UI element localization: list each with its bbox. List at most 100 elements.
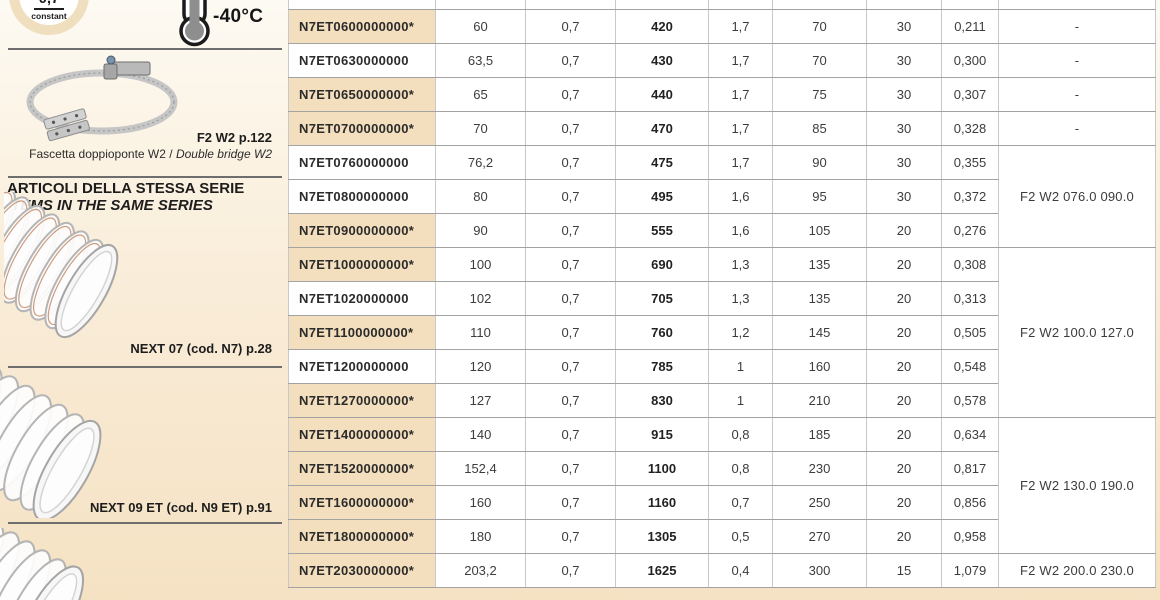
value-cell: 1,7 — [708, 43, 773, 78]
spec-table: N7ET0600000000* 60 0,7 420 1,7 70 30 0,211- N7ET… — [288, 0, 1156, 588]
value-cell: 0,276 — [941, 213, 999, 248]
value-cell: 90 — [772, 145, 867, 180]
value-cell: 0,7 — [525, 9, 616, 44]
clamp-caption-en: Double bridge W2 — [175, 147, 272, 161]
value-cell: 180 — [435, 519, 526, 554]
value-cell: 0,634 — [941, 417, 999, 452]
header-stub-cell — [288, 0, 436, 10]
product-code-cell: N7ET0650000000* — [288, 77, 436, 112]
value-cell: 1160 — [615, 485, 709, 520]
value-cell: 135 — [772, 247, 867, 282]
value-cell: 705 — [615, 281, 709, 316]
value-cell: 1,3 — [708, 247, 773, 282]
header-stub-cell — [708, 0, 773, 10]
value-cell: 0,7 — [525, 281, 616, 316]
clamp-caption: F2 W2 p.122 Fascetta doppioponte W2 / Do… — [29, 130, 272, 161]
value-cell: 1,6 — [708, 179, 773, 214]
divider — [8, 176, 282, 178]
value-cell: 0,7 — [525, 43, 616, 78]
product-code-cell: N7ET1000000000* — [288, 247, 436, 282]
value-cell: 0,7 — [525, 111, 616, 146]
same-series-title-en: ITEMS IN THE SAME SERIES — [7, 197, 213, 214]
value-cell: 0,211 — [941, 9, 999, 44]
value-cell: 1625 — [615, 553, 709, 588]
header-stub-cell — [866, 0, 942, 10]
value-cell: 210 — [772, 383, 867, 418]
badge-value: 0,7 — [33, 0, 65, 10]
table-row: N7ET0700000000* 70 0,7 470 1,7 85 30 0,328- — [288, 111, 1156, 146]
clamp-page-ref: F2 W2 p.122 — [196, 130, 272, 145]
value-cell: 152,4 — [435, 451, 526, 486]
header-stub-cell — [435, 0, 526, 10]
value-cell: 0,7 — [525, 247, 616, 282]
value-cell: 76,2 — [435, 145, 526, 180]
value-cell: 1,7 — [708, 145, 773, 180]
table-row: N7ET1800000000* 180 0,7 1305 0,5 270 20 0,958 — [288, 519, 1156, 554]
product-code-cell: N7ET1100000000* — [288, 315, 436, 350]
same-series-heading: ARTICOLI DELLA STESSA SERIE ITEMS IN THE… — [7, 180, 244, 214]
value-cell: 80 — [435, 179, 526, 214]
value-cell: 90 — [435, 213, 526, 248]
value-cell: 1305 — [615, 519, 709, 554]
series-item-next09et: NEXT 09 ET (cod. N9 ET) p.91 — [89, 500, 272, 515]
value-cell: 70 — [435, 111, 526, 146]
value-cell: 0,5 — [708, 519, 773, 554]
clamp-ref-cell: - — [998, 43, 1156, 78]
product-code-cell: N7ET2030000000* — [288, 553, 436, 588]
divider — [8, 48, 282, 50]
value-cell: 1,079 — [941, 553, 999, 588]
table-row: N7ET1400000000* 140 0,7 915 0,8 185 20 0,634 F2 … — [288, 417, 1156, 554]
product-code-cell: N7ET1270000000* — [288, 383, 436, 418]
product-code-cell: N7ET0900000000* — [288, 213, 436, 248]
value-cell: 20 — [866, 213, 942, 248]
value-cell: 105 — [772, 213, 867, 248]
product-code-cell: N7ET0630000000 — [288, 43, 436, 78]
value-cell: 1,3 — [708, 281, 773, 316]
value-cell: 1,7 — [708, 77, 773, 112]
value-cell: 0,8 — [708, 417, 773, 452]
value-cell: 1 — [708, 349, 773, 384]
value-cell: 20 — [866, 383, 942, 418]
value-cell: 0,307 — [941, 77, 999, 112]
value-cell: 30 — [866, 111, 942, 146]
value-cell: 30 — [866, 145, 942, 180]
value-cell: 555 — [615, 213, 709, 248]
value-cell: 95 — [772, 179, 867, 214]
value-cell: 0,7 — [525, 145, 616, 180]
clamp-bridge-plates — [43, 108, 90, 142]
header-stub-cell — [615, 0, 709, 10]
product-code-cell: N7ET0760000000 — [288, 145, 436, 180]
clamp-ref-cell: - — [998, 77, 1156, 112]
clamp-ref-cell: - — [998, 9, 1156, 44]
value-cell: 20 — [866, 451, 942, 486]
value-cell: 20 — [866, 519, 942, 554]
product-code-cell: N7ET1800000000* — [288, 519, 436, 554]
clamp-ref-cell: F2 W2 076.0 090.0 — [998, 145, 1156, 248]
value-cell: 270 — [772, 519, 867, 554]
value-cell: 102 — [435, 281, 526, 316]
table-row: N7ET2030000000* 203,2 0,7 1625 0,4 300 15 1,079… — [288, 553, 1156, 588]
value-cell: 100 — [435, 247, 526, 282]
value-cell: 160 — [772, 349, 867, 384]
value-cell: 0,505 — [941, 315, 999, 350]
sidebar: 0,7 constant -40°C F2 W — [0, 0, 288, 600]
value-cell: 0,355 — [941, 145, 999, 180]
clamp-image — [26, 55, 178, 142]
table-row: N7ET1600000000* 160 0,7 1160 0,7 250 20 0,856 — [288, 485, 1156, 520]
header-stub-cell — [998, 0, 1156, 10]
value-cell: 230 — [772, 451, 867, 486]
value-cell: 0,856 — [941, 485, 999, 520]
value-cell: 0,328 — [941, 111, 999, 146]
clamp-caption-it: Fascetta doppioponte W2 / — [29, 147, 173, 161]
table-row: N7ET1270000000* 127 0,7 830 1 210 20 0,578 — [288, 383, 1156, 418]
value-cell: 20 — [866, 417, 942, 452]
value-cell: 430 — [615, 43, 709, 78]
header-stub-row — [288, 0, 1156, 10]
value-cell: 0,308 — [941, 247, 999, 282]
series-item-next07: NEXT 07 (cod. N7) p.28 — [130, 341, 272, 356]
value-cell: 0,372 — [941, 179, 999, 214]
table-row: N7ET0600000000* 60 0,7 420 1,7 70 30 0,211- — [288, 9, 1156, 44]
table-row: N7ET1100000000* 110 0,7 760 1,2 145 20 0,505 — [288, 315, 1156, 350]
value-cell: 15 — [866, 553, 942, 588]
clamp-ref-cell: F2 W2 200.0 230.0 — [998, 553, 1156, 588]
